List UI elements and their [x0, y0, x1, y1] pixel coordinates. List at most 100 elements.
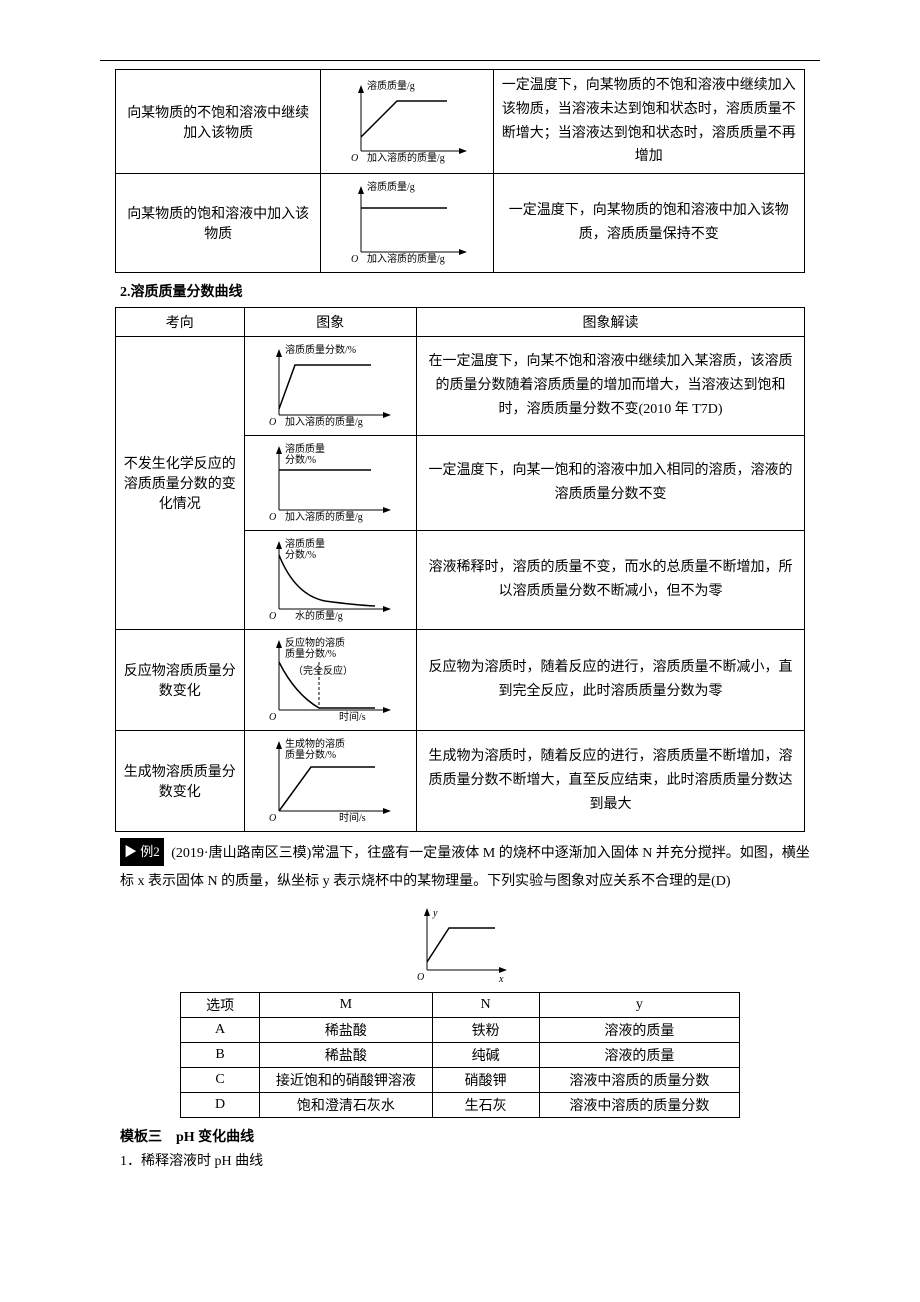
table-row: D 饱和澄清石灰水 生石灰 溶液中溶质的质量分数	[181, 1093, 740, 1118]
svg-text:生成物的溶质: 生成物的溶质	[285, 737, 345, 750]
template-3-title: 模板三 pH 变化曲线	[120, 1126, 820, 1146]
table-header-row: 选项 M N y	[181, 993, 740, 1018]
example-chart: y O x	[100, 902, 820, 986]
col-header: 考向	[116, 308, 245, 337]
opt-cell: 铁粉	[432, 1018, 539, 1043]
x-axis-label: 加入溶质的质量/g	[367, 252, 445, 265]
table-row: C 接近饱和的硝酸钾溶液 硝酸钾 溶液中溶质的质量分数	[181, 1068, 740, 1093]
svg-text:O: O	[269, 611, 276, 622]
svg-text:O: O	[351, 254, 358, 265]
subsection-title: 1．稀释溶液时 pH 曲线	[120, 1150, 820, 1170]
svg-text:分数/%: 分数/%	[285, 548, 316, 561]
col-header: y	[539, 993, 739, 1018]
svg-text:O: O	[269, 512, 276, 523]
table-row: 生成物溶质质量分数变化 生成物的溶质 质量分数/% O 时间/s 生成物为溶质时…	[116, 731, 805, 832]
opt-cell: 稀盐酸	[260, 1018, 432, 1043]
table-row: A 稀盐酸 铁粉 溶液的质量	[181, 1018, 740, 1043]
y-axis-label: 溶质质量/g	[367, 79, 415, 92]
svg-text:x: x	[498, 974, 504, 985]
chart-rise-flat-zero: 生成物的溶质 质量分数/% O 时间/s	[255, 735, 405, 827]
col-header: 图象解读	[417, 308, 805, 337]
svg-text:溶质质量分数/%: 溶质质量分数/%	[285, 343, 356, 356]
svg-text:水的质量/g: 水的质量/g	[295, 609, 343, 622]
svg-text:O: O	[417, 972, 424, 983]
svg-text:质量分数/%: 质量分数/%	[285, 748, 336, 761]
topic-cell: 生成物溶质质量分数变化	[116, 731, 245, 832]
svg-text:O: O	[269, 417, 276, 428]
section-title-2: 2.溶质质量分数曲线	[120, 281, 820, 301]
chart-cell: 溶质质量 分数/% O 水的质量/g	[244, 531, 417, 630]
table-row: B 稀盐酸 纯碱 溶液的质量	[181, 1043, 740, 1068]
table-options: 选项 M N y A 稀盐酸 铁粉 溶液的质量 B 稀盐酸 纯碱 溶液的质量 C…	[180, 992, 740, 1118]
svg-text:溶质质量: 溶质质量	[285, 442, 325, 455]
svg-text:加入溶质的质量/g: 加入溶质的质量/g	[285, 415, 363, 428]
table-row: 反应物溶质质量分数变化 反应物的溶质 质量分数/% （完全反应） O 时间/s …	[116, 630, 805, 731]
opt-cell: C	[181, 1068, 260, 1093]
x-axis-label: 加入溶质的质量/g	[367, 151, 445, 164]
svg-text:O: O	[269, 813, 276, 824]
chart-cell: 反应物的溶质 质量分数/% （完全反应） O 时间/s	[244, 630, 417, 731]
explain-cell: 生成物为溶质时，随着反应的进行，溶质质量不断增加，溶质质量分数不断增大，直至反应…	[417, 731, 805, 832]
topic-cell: 反应物溶质质量分数变化	[116, 630, 245, 731]
explain-cell: 一定温度下，向某物质的不饱和溶液中继续加入该物质，当溶液未达到饱和状态时，溶质质…	[493, 70, 804, 174]
explain-cell: 一定温度下，向某物质的饱和溶液中加入该物质，溶质质量保持不变	[493, 174, 804, 273]
chart-rise-flat: 溶质质量分数/% O 加入溶质的质量/g	[255, 341, 405, 431]
explain-cell: 一定温度下，向某一饱和的溶液中加入相同的溶质，溶液的溶质质量分数不变	[417, 436, 805, 531]
table-row: 向某物质的不饱和溶液中继续加入该物质 溶质质量/g O 加入溶质的质量/g 一定…	[116, 70, 805, 174]
opt-cell: 溶液中溶质的质量分数	[539, 1093, 739, 1118]
example-paragraph: ▶ 例2 (2019·唐山路南区三模)常温下，往盛有一定量液体 M 的烧杯中逐渐…	[120, 838, 820, 896]
y-axis-label: 溶质质量/g	[367, 180, 415, 193]
svg-text:时间/s: 时间/s	[339, 710, 366, 723]
explain-cell: 反应物为溶质时，随着反应的进行，溶质质量不断减小，直到完全反应，此时溶质质量分数…	[417, 630, 805, 731]
svg-text:分数/%: 分数/%	[285, 453, 316, 466]
chart-fall-flat: 反应物的溶质 质量分数/% （完全反应） O 时间/s	[255, 634, 405, 726]
table-row: 向某物质的饱和溶液中加入该物质 溶质质量/g O 加入溶质的质量/g 一定温度下…	[116, 174, 805, 273]
svg-text:（完全反应）: （完全反应）	[293, 664, 353, 677]
svg-text:O: O	[351, 153, 358, 164]
svg-text:O: O	[269, 712, 276, 723]
opt-cell: 生石灰	[432, 1093, 539, 1118]
svg-text:y: y	[432, 908, 438, 919]
explain-cell: 在一定温度下，向某不饱和溶液中继续加入某溶质，该溶质的质量分数随着溶质质量的增加…	[417, 337, 805, 436]
opt-cell: A	[181, 1018, 260, 1043]
chart-cell: 溶质质量分数/% O 加入溶质的质量/g	[244, 337, 417, 436]
opt-cell: 溶液中溶质的质量分数	[539, 1068, 739, 1093]
svg-text:溶质质量: 溶质质量	[285, 537, 325, 550]
chart-cell: 溶质质量/g O 加入溶质的质量/g	[321, 70, 493, 174]
scenario-cell: 向某物质的不饱和溶液中继续加入该物质	[116, 70, 321, 174]
col-header: M	[260, 993, 432, 1018]
chart-rise-flat: 溶质质量/g O 加入溶质的质量/g	[337, 77, 477, 167]
table-header-row: 考向 图象 图象解读	[116, 308, 805, 337]
opt-cell: 溶液的质量	[539, 1018, 739, 1043]
chart-flat: 溶质质量/g O 加入溶质的质量/g	[337, 178, 477, 268]
chart-cell: 溶质质量 分数/% O 加入溶质的质量/g	[244, 436, 417, 531]
example-badge: ▶ 例2	[120, 838, 164, 866]
chart-cell: 生成物的溶质 质量分数/% O 时间/s	[244, 731, 417, 832]
table-row: 不发生化学反应的溶质质量分数的变化情况 溶质质量分数/% O 加入溶质的质量/g…	[116, 337, 805, 436]
topic-cell: 不发生化学反应的溶质质量分数的变化情况	[116, 337, 245, 630]
svg-text:时间/s: 时间/s	[339, 811, 366, 824]
col-header: N	[432, 993, 539, 1018]
svg-text:加入溶质的质量/g: 加入溶质的质量/g	[285, 510, 363, 523]
opt-cell: 溶液的质量	[539, 1043, 739, 1068]
opt-cell: 接近饱和的硝酸钾溶液	[260, 1068, 432, 1093]
opt-cell: B	[181, 1043, 260, 1068]
table-mass-fraction-curves: 考向 图象 图象解读 不发生化学反应的溶质质量分数的变化情况 溶质质量分数/% …	[115, 307, 805, 832]
svg-text:反应物的溶质: 反应物的溶质	[285, 636, 345, 649]
table-solubility-mass: 向某物质的不饱和溶液中继续加入该物质 溶质质量/g O 加入溶质的质量/g 一定…	[115, 69, 805, 273]
example-text: (2019·唐山路南区三模)常温下，往盛有一定量液体 M 的烧杯中逐渐加入固体 …	[120, 846, 810, 889]
opt-cell: 纯碱	[432, 1043, 539, 1068]
chart-decay: 溶质质量 分数/% O 水的质量/g	[255, 535, 405, 625]
col-header: 选项	[181, 993, 260, 1018]
col-header: 图象	[244, 308, 417, 337]
opt-cell: 硝酸钾	[432, 1068, 539, 1093]
chart-cell: 溶质质量/g O 加入溶质的质量/g	[321, 174, 493, 273]
opt-cell: D	[181, 1093, 260, 1118]
opt-cell: 饱和澄清石灰水	[260, 1093, 432, 1118]
scenario-cell: 向某物质的饱和溶液中加入该物质	[116, 174, 321, 273]
page-top-rule	[100, 60, 820, 61]
chart-flat: 溶质质量 分数/% O 加入溶质的质量/g	[255, 440, 405, 526]
explain-cell: 溶液稀释时，溶质的质量不变，而水的总质量不断增加，所以溶质质量分数不断减小，但不…	[417, 531, 805, 630]
svg-text:质量分数/%: 质量分数/%	[285, 647, 336, 660]
opt-cell: 稀盐酸	[260, 1043, 432, 1068]
